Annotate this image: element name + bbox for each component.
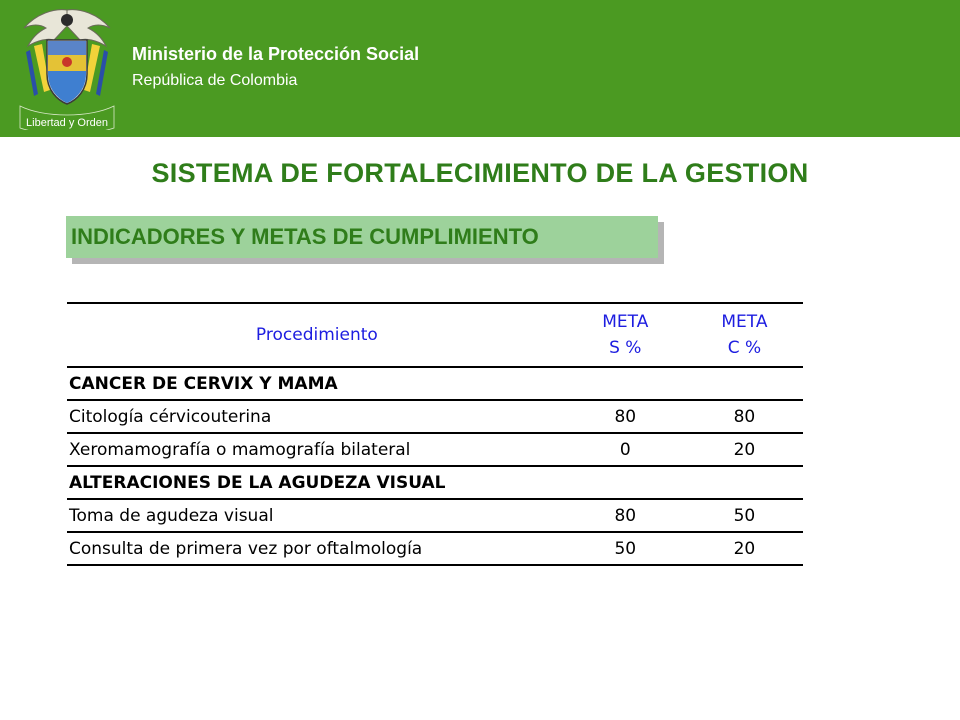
procedure-label: Xeromamografía o mamografía bilateral	[67, 433, 565, 467]
column-header-meta-c-line1: META	[721, 312, 768, 332]
table-row: Toma de agudeza visual 80 50	[67, 499, 803, 533]
indicators-table: Procedimiento META S % META C % CANCER D…	[67, 302, 803, 566]
table-row: Xeromamografía o mamografía bilateral 0 …	[67, 433, 803, 467]
section-heading: INDICADORES Y METAS DE CUMPLIMIENTO	[66, 216, 658, 258]
ministry-name: Ministerio de la Protección Social	[132, 44, 420, 64]
section-label: CANCER DE CERVIX Y MAMA	[67, 367, 565, 401]
meta-c-value: 20	[683, 532, 803, 566]
table-header-row: Procedimiento META S % META C %	[67, 302, 803, 368]
emblem-motto: Libertad y Orden	[26, 117, 108, 129]
table-row: Consulta de primera vez por oftalmología…	[67, 532, 803, 566]
table-section-row: ALTERACIONES DE LA AGUDEZA VISUAL	[67, 466, 803, 500]
meta-s-value: 0	[564, 433, 684, 467]
country-name: República de Colombia	[132, 72, 298, 89]
meta-s-value	[564, 367, 684, 401]
meta-c-value: 80	[683, 400, 803, 434]
meta-s-value	[564, 466, 684, 500]
page-title: SISTEMA DE FORTALECIMIENTO DE LA GESTION	[151, 158, 809, 188]
meta-s-value: 80	[564, 499, 684, 533]
meta-c-value	[683, 367, 803, 401]
table-row: Citología cérvicouterina 80 80	[67, 400, 803, 434]
column-header-meta-s: META S %	[564, 302, 684, 368]
section-heading-box: INDICADORES Y METAS DE CUMPLIMIENTO	[66, 216, 664, 264]
meta-s-value: 50	[564, 532, 684, 566]
column-header-meta-s-line2: S %	[609, 338, 642, 358]
meta-c-value: 50	[683, 499, 803, 533]
meta-c-value: 20	[683, 433, 803, 467]
procedure-label: Citología cérvicouterina	[67, 400, 565, 434]
column-header-meta-s-line1: META	[602, 312, 649, 332]
table-section-row: CANCER DE CERVIX Y MAMA	[67, 367, 803, 401]
column-header-meta-c-line2: C %	[727, 338, 762, 358]
procedure-label: Toma de agudeza visual	[67, 499, 565, 533]
procedure-label: Consulta de primera vez por oftalmología	[67, 532, 565, 566]
column-header-procedure: Procedimiento	[67, 302, 565, 368]
column-header-meta-c: META C %	[683, 302, 803, 368]
header-banner: Libertad y Orden Ministerio de la Protec…	[0, 0, 960, 137]
meta-s-value: 80	[564, 400, 684, 434]
meta-c-value	[683, 466, 803, 500]
colombia-coat-of-arms-icon: Libertad y Orden	[19, 9, 115, 130]
section-label: ALTERACIONES DE LA AGUDEZA VISUAL	[67, 466, 565, 500]
